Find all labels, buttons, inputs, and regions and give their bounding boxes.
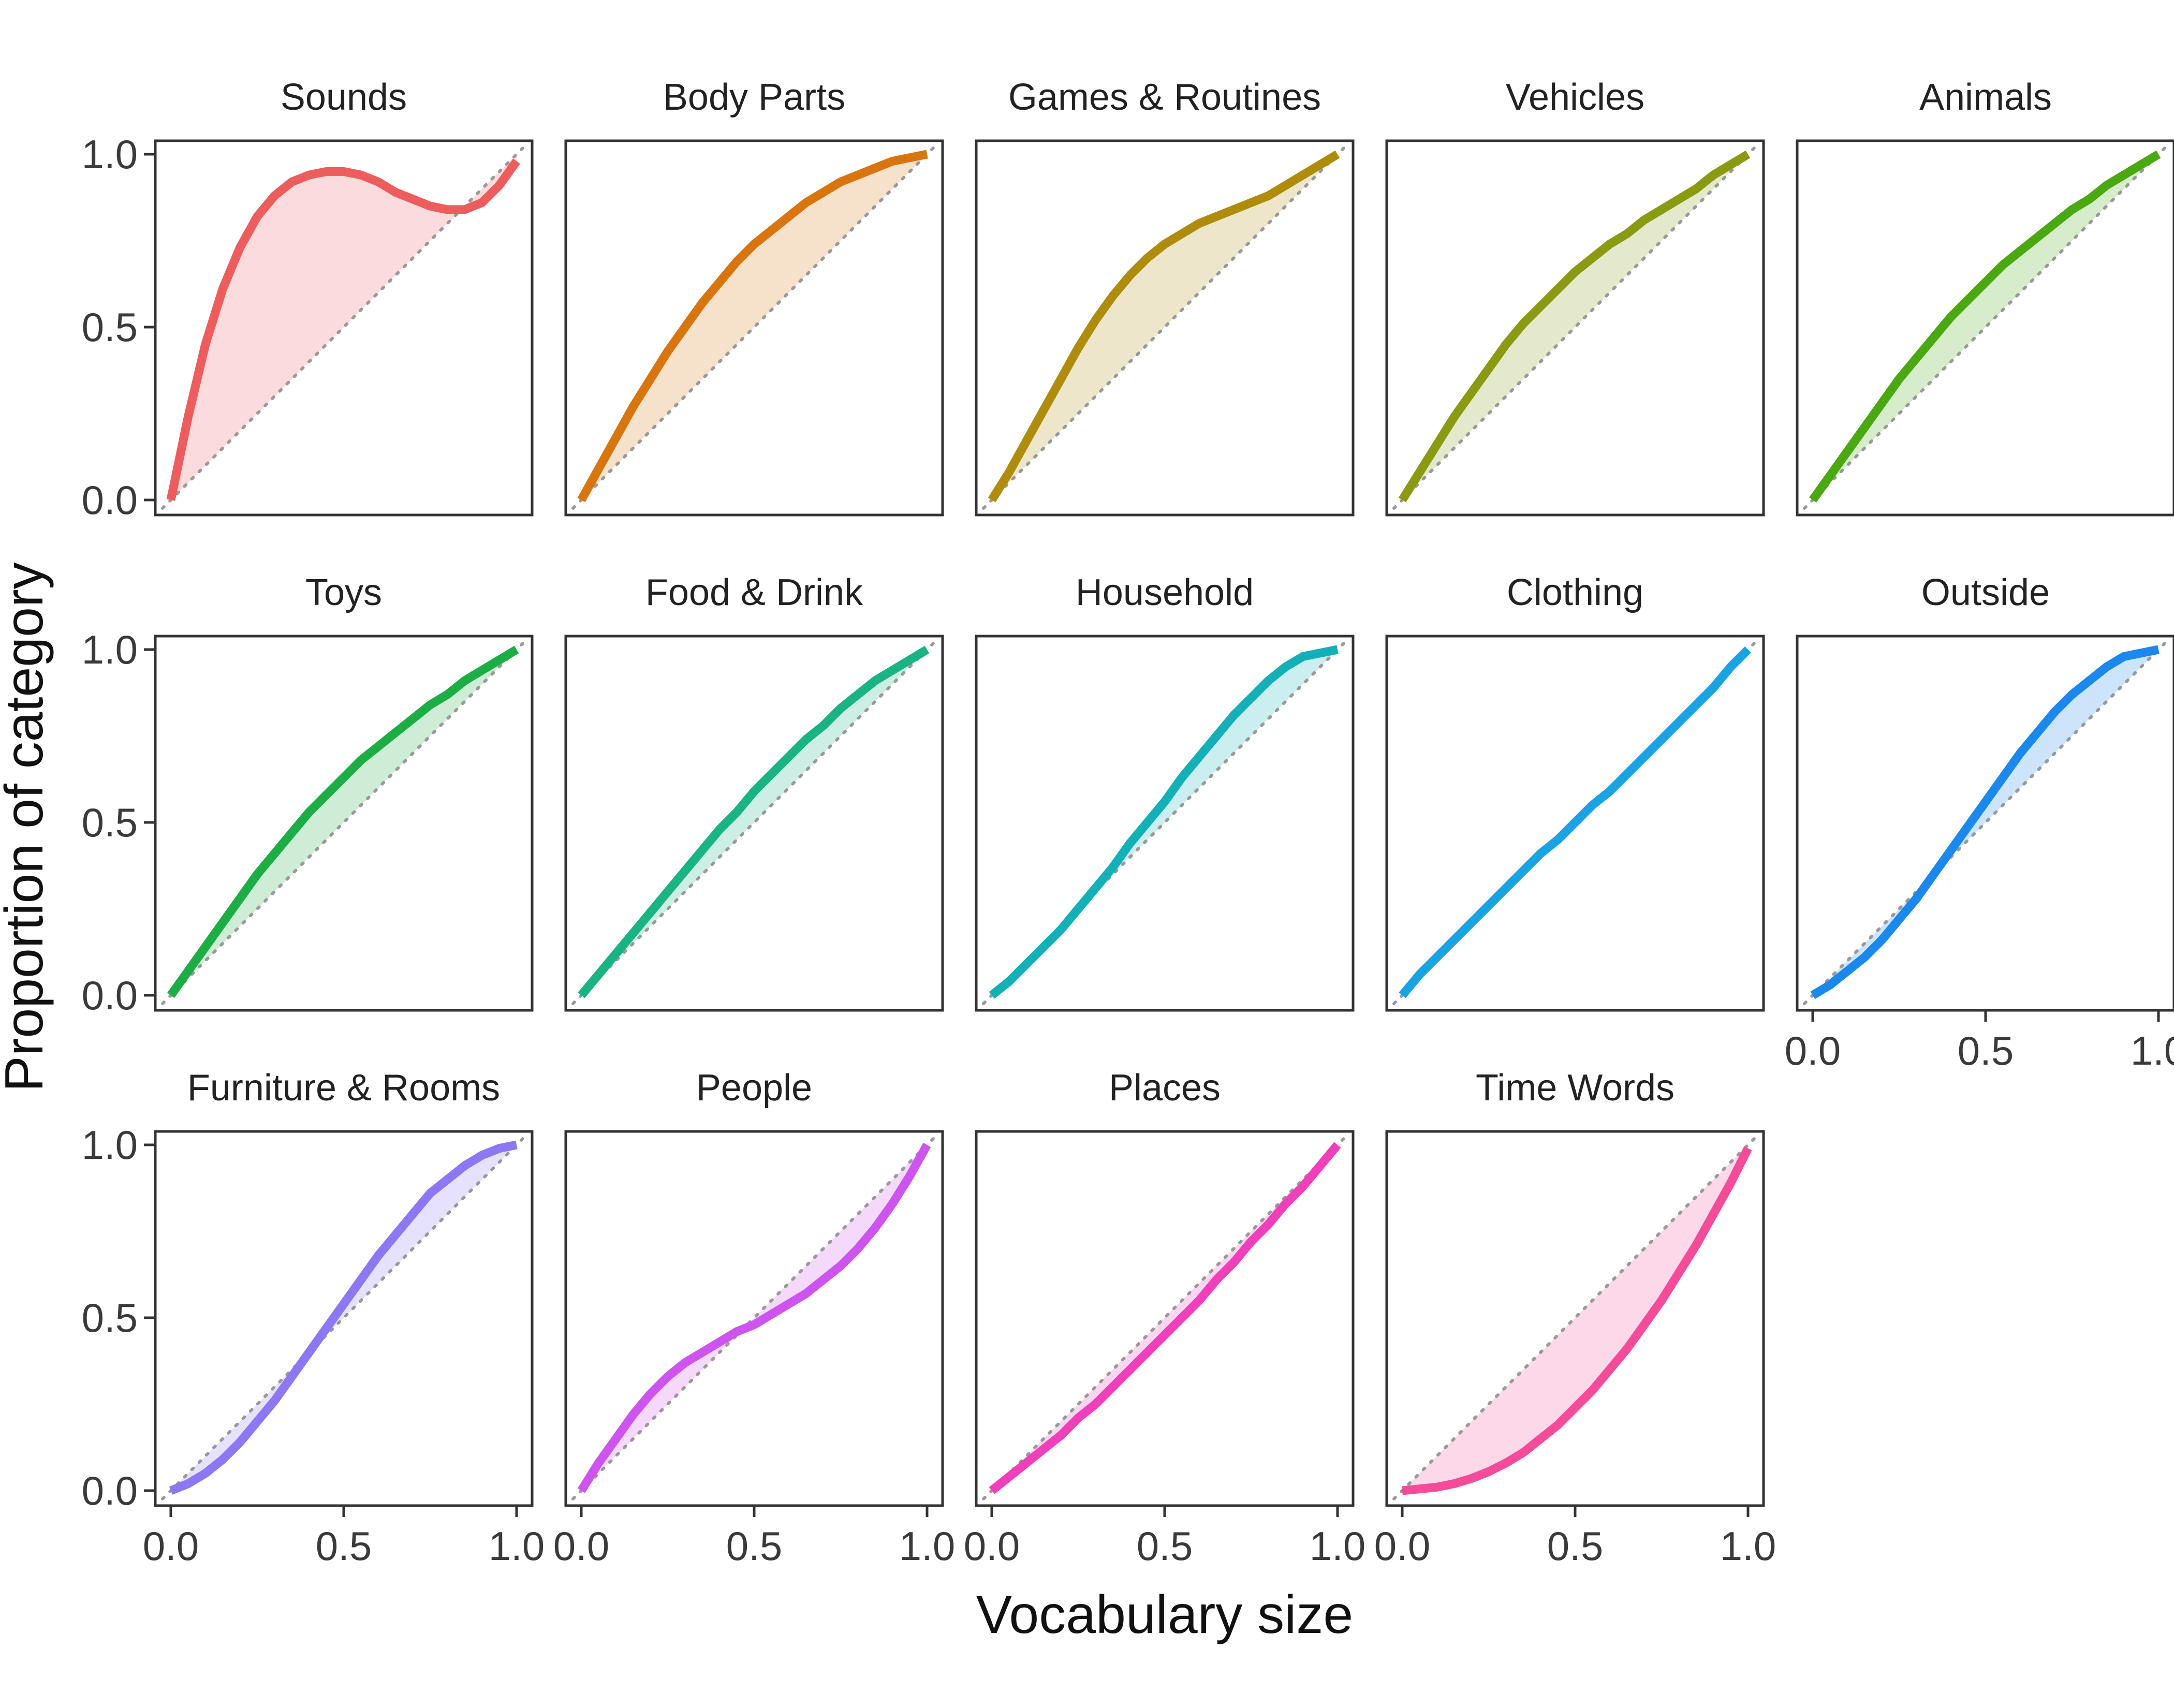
series-line [167, 645, 519, 998]
panel-grid: Sounds 0.0 0.5 1.0 Body Parts Games & Routine… [82, 77, 2174, 1569]
series-line [989, 645, 1339, 999]
panel-title: Food & Drink [645, 572, 863, 613]
x-tick-label: 1.0 [1310, 1523, 1365, 1569]
panel-household: Household [975, 572, 1355, 1012]
identity-reference-line [161, 1135, 526, 1500]
series-line [169, 1140, 518, 1495]
panel-title: Clothing [1507, 572, 1643, 613]
y-tick-label: 0.0 [82, 973, 138, 1018]
identity-reference-line [1803, 144, 2168, 510]
identity-reference-line [1392, 144, 1758, 510]
panel-frame [154, 1130, 534, 1507]
panel-frame [1796, 635, 2174, 1012]
panel-places: Places 0.0 0.5 1.0 [964, 1067, 1365, 1569]
x-tick-label: 1.0 [1720, 1523, 1776, 1569]
panel-title: Time Words [1476, 1067, 1674, 1109]
panel-title: Furniture & Rooms [187, 1067, 500, 1109]
panel-frame [564, 139, 944, 517]
panel-frame [564, 635, 944, 1012]
y-tick-label: 0.0 [82, 1468, 138, 1513]
x-tick-label: 0.0 [553, 1523, 609, 1569]
series-line [578, 645, 930, 998]
x-tick-label: 0.5 [726, 1523, 782, 1569]
panel-title: Vehicles [1506, 77, 1644, 118]
panel-title: Body Parts [663, 77, 845, 118]
series-line [1399, 646, 1752, 998]
series-line [1809, 150, 2161, 503]
y-tick-label: 0.5 [82, 800, 138, 845]
x-tick-label: 0.0 [964, 1523, 1020, 1569]
panel-animals: Animals [1796, 77, 2174, 517]
identity-reference-line [1803, 640, 2168, 1005]
y-tick-label: 0.5 [82, 1295, 138, 1341]
identity-reference-line [161, 640, 526, 1005]
series-line [1398, 150, 1751, 503]
panel-people: People 0.0 0.5 1.0 [553, 1067, 955, 1569]
identity-reference-line [982, 1135, 1347, 1500]
y-tick-label: 0.5 [82, 304, 138, 350]
y-tick-label: 1.0 [82, 627, 138, 672]
x-tick-label: 1.0 [489, 1523, 545, 1569]
panel-title: Animals [1919, 77, 2052, 118]
panel-frame [1385, 139, 1765, 517]
y-tick-label: 0.0 [82, 477, 138, 523]
panel-title: Games & Routines [1008, 77, 1321, 118]
series-line [988, 150, 1340, 503]
identity-reference-line [1392, 1135, 1758, 1500]
series-line [989, 1142, 1341, 1494]
panel-outside: Outside 0.0 0.5 1.0 [1785, 572, 2174, 1073]
identity-reference-line [571, 144, 937, 510]
x-tick-label: 0.5 [316, 1523, 372, 1569]
panel-clothing: Clothing [1385, 572, 1765, 1012]
panel-title: Sounds [281, 77, 407, 118]
panel-frame [975, 139, 1355, 517]
panel-title: Outside [1921, 572, 2050, 613]
panel-games-and-routines: Games & Routines [975, 77, 1355, 517]
x-tick-label: 0.5 [1958, 1028, 2014, 1073]
y-tick-label: 1.0 [82, 1122, 138, 1168]
identity-reference-line [571, 640, 937, 1005]
panel-body-parts: Body Parts [564, 77, 944, 517]
identity-reference-line [982, 144, 1347, 510]
panel-frame [1385, 635, 1765, 1012]
series-line [1810, 645, 2160, 999]
panel-time-words: Time Words 0.0 0.5 1.0 [1374, 1067, 1776, 1569]
panel-food-and-drink: Food & Drink [564, 572, 944, 1012]
series-line [1402, 1146, 1752, 1495]
x-tick-label: 0.5 [1137, 1523, 1193, 1569]
x-tick-label: 1.0 [2131, 1028, 2174, 1073]
panel-title: Household [1076, 572, 1254, 613]
panel-title: People [696, 1067, 812, 1109]
identity-reference-line [571, 1135, 937, 1500]
panel-title: Places [1109, 1067, 1221, 1109]
x-axis-title: Vocabulary size [976, 1585, 1353, 1645]
panel-frame [975, 635, 1355, 1012]
panel-furniture-and-rooms: Furniture & Rooms 0.0 0.5 1.0 0.0 0.5 1.0 [82, 1067, 545, 1569]
x-tick-label: 0.5 [1547, 1523, 1603, 1569]
y-tick-label: 1.0 [82, 131, 138, 177]
x-tick-label: 0.0 [1785, 1028, 1841, 1073]
panel-frame [1796, 139, 2174, 517]
x-tick-label: 1.0 [899, 1523, 955, 1569]
series-line [166, 158, 520, 501]
x-tick-label: 0.0 [143, 1523, 199, 1569]
panel-sounds: Sounds 0.0 0.5 1.0 [82, 77, 534, 523]
series-line [577, 1142, 931, 1493]
series-line [577, 150, 928, 503]
panel-vehicles: Vehicles [1385, 77, 1765, 517]
x-tick-label: 0.0 [1374, 1523, 1430, 1569]
panel-title: Toys [305, 572, 382, 613]
panel-toys: Toys 0.0 0.5 1.0 [82, 572, 534, 1018]
y-axis-title: Proportion of category [0, 562, 54, 1092]
